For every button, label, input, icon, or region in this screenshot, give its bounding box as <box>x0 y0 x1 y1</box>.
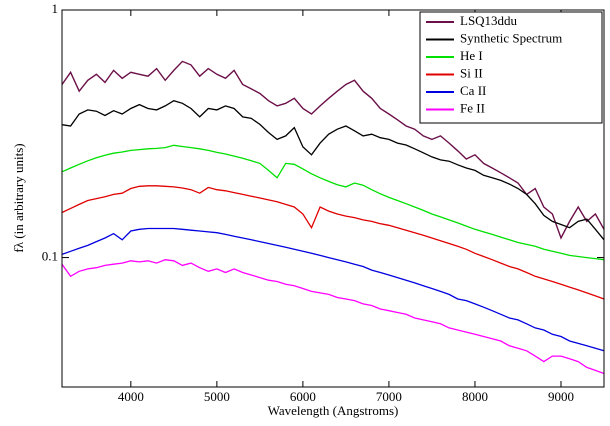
x-tick-label: 5000 <box>204 389 230 404</box>
x-tick-label: 8000 <box>462 389 488 404</box>
x-tick-label: 7000 <box>376 389 402 404</box>
plot-frame <box>61 9 605 388</box>
y-tick-label: 1 <box>52 1 59 16</box>
y-axis-label: fλ (in arbitrary units) <box>11 143 26 252</box>
legend-label: LSQ13ddu <box>460 13 518 28</box>
series-line <box>61 227 605 352</box>
legend-box <box>419 11 603 124</box>
x-tick-label: 9000 <box>548 389 574 404</box>
series-line <box>61 144 605 261</box>
y-tick-label: 0.1 <box>42 249 58 264</box>
x-axis-label: Wavelength (Angstroms) <box>268 403 399 418</box>
legend-label: Synthetic Spectrum <box>460 30 562 45</box>
legend-label: Fe II <box>460 100 485 115</box>
series-line <box>61 99 605 241</box>
legend-label: He I <box>460 48 483 63</box>
x-tick-label: 6000 <box>290 389 316 404</box>
legend-label: Si II <box>460 65 483 80</box>
series-line <box>61 185 605 300</box>
series-line <box>61 259 605 375</box>
legend-label: Ca II <box>460 83 486 98</box>
series-line <box>61 60 605 240</box>
x-tick-label: 4000 <box>118 389 144 404</box>
